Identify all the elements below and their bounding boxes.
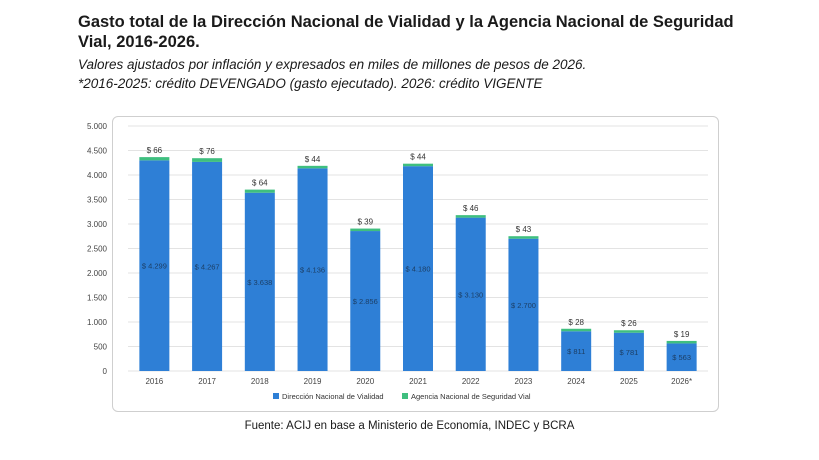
bar-ansv [297, 165, 328, 169]
bar-ansv [613, 330, 644, 333]
x-tick-label: 2017 [198, 377, 216, 386]
bar-ansv [561, 328, 592, 332]
bar-ansv [455, 215, 486, 218]
x-axis-ticks: 2016 2017 2018 2019 2020 2021 2022 2023 2024 2025… [145, 377, 692, 386]
data-label-ansv: $ 44 [305, 155, 321, 164]
x-tick-label: 2024 [567, 377, 585, 386]
data-label-dnv: $ 3.130 [458, 290, 483, 299]
data-label-dnv: $ 563 [672, 353, 691, 362]
data-label-dnv: $ 781 [620, 348, 639, 357]
bar-ansv [666, 340, 697, 344]
bar-ansv [139, 157, 170, 161]
x-tick-label: 2016 [145, 377, 163, 386]
x-tick-label: 2021 [409, 377, 427, 386]
bar-dnv [508, 238, 539, 371]
bar-dnv [297, 168, 328, 371]
x-tick-label: 2025 [620, 377, 638, 386]
data-label-ansv: $ 76 [199, 147, 215, 156]
chart-title: Gasto total de la Dirección Nacional de … [78, 12, 778, 52]
bar-ansv [508, 236, 539, 239]
legend-swatch-dnv [273, 393, 279, 399]
data-label-ansv: $ 44 [410, 153, 426, 162]
bar-dnv [244, 192, 275, 371]
x-tick-label: 2018 [251, 377, 269, 386]
x-tick-label: 2023 [515, 377, 533, 386]
bar-dnv [403, 166, 433, 371]
legend-label-dnv: Dirección Nacional de Vialidad [282, 392, 384, 401]
y-tick-label: 3.000 [87, 220, 108, 229]
chart-subtitle: Valores ajustados por inflación y expres… [78, 55, 778, 93]
chart-title-line2: Vial, 2016-2026. [78, 33, 200, 51]
legend-swatch-ansv [402, 393, 408, 399]
data-label-ansv: $ 66 [147, 146, 163, 155]
data-label-dnv: $ 3.638 [247, 278, 272, 287]
bar-dnv [561, 331, 592, 371]
bar-dnv [455, 217, 486, 371]
x-tick-label: 2022 [462, 377, 480, 386]
chart-subtitle-line2: *2016-2025: crédito DEVENGADO (gasto eje… [78, 76, 543, 91]
data-label-ansv: $ 43 [516, 225, 532, 234]
legend-label-ansv: Agencia Nacional de Seguridad Vial [411, 392, 531, 401]
source-note: Fuente: ACIJ en base a Ministerio de Eco… [244, 420, 575, 432]
data-label-ansv: $ 46 [463, 204, 479, 213]
y-tick-label: 2.500 [87, 245, 108, 254]
data-label-dnv: $ 2.700 [511, 301, 536, 310]
y-tick-label: 5.000 [87, 122, 108, 131]
x-tick-label: 2020 [356, 377, 374, 386]
bar-dnv [666, 343, 697, 371]
y-tick-label: 1.500 [87, 294, 108, 303]
data-label-ansv: $ 64 [252, 179, 268, 188]
bar-dnv [139, 160, 170, 371]
x-tick-label: 2026* [671, 377, 692, 386]
data-label-ansv: $ 28 [568, 318, 584, 327]
y-tick-label: 4.500 [87, 147, 108, 156]
data-label-ansv: $ 39 [357, 218, 373, 227]
legend: Dirección Nacional de Vialidad Agencia Na… [273, 392, 531, 401]
bar-dnv [192, 161, 223, 371]
y-tick-label: 500 [94, 343, 108, 352]
y-tick-label: 1.000 [87, 318, 108, 327]
data-label-dnv: $ 4.299 [142, 262, 167, 271]
bar-ansv [403, 163, 433, 167]
data-label-dnv: $ 2.856 [353, 297, 378, 306]
data-label-ansv: $ 26 [621, 319, 637, 328]
y-tick-label: 0 [103, 367, 108, 376]
x-tick-label: 2019 [304, 377, 322, 386]
y-tick-label: 3.500 [87, 196, 108, 205]
chart-title-line1: Gasto total de la Dirección Nacional de … [78, 13, 734, 31]
bar-ansv [244, 189, 275, 193]
data-label-ansv: $ 19 [674, 330, 690, 339]
y-axis-ticks: 0 500 1.000 1.500 2.000 2.500 3.000 3.500 4.000 4… [87, 122, 108, 376]
bar-dnv [613, 332, 644, 371]
chart-subtitle-line1: Valores ajustados por inflación y expres… [78, 57, 587, 72]
data-label-dnv: $ 811 [567, 347, 585, 356]
data-label-dnv: $ 4.267 [195, 262, 220, 271]
y-tick-label: 2.000 [87, 269, 108, 278]
data-label-dnv: $ 4.136 [300, 266, 325, 275]
bars: $ 4.299 $ 66 $ 4.267 $ 76 $ 3.638 $ 64 $ 4.136… [139, 146, 697, 371]
bar-ansv [192, 158, 223, 162]
data-label-dnv: $ 4.180 [405, 265, 430, 274]
bar-ansv [350, 228, 381, 232]
y-tick-label: 4.000 [87, 171, 108, 180]
bar-dnv [350, 231, 381, 371]
